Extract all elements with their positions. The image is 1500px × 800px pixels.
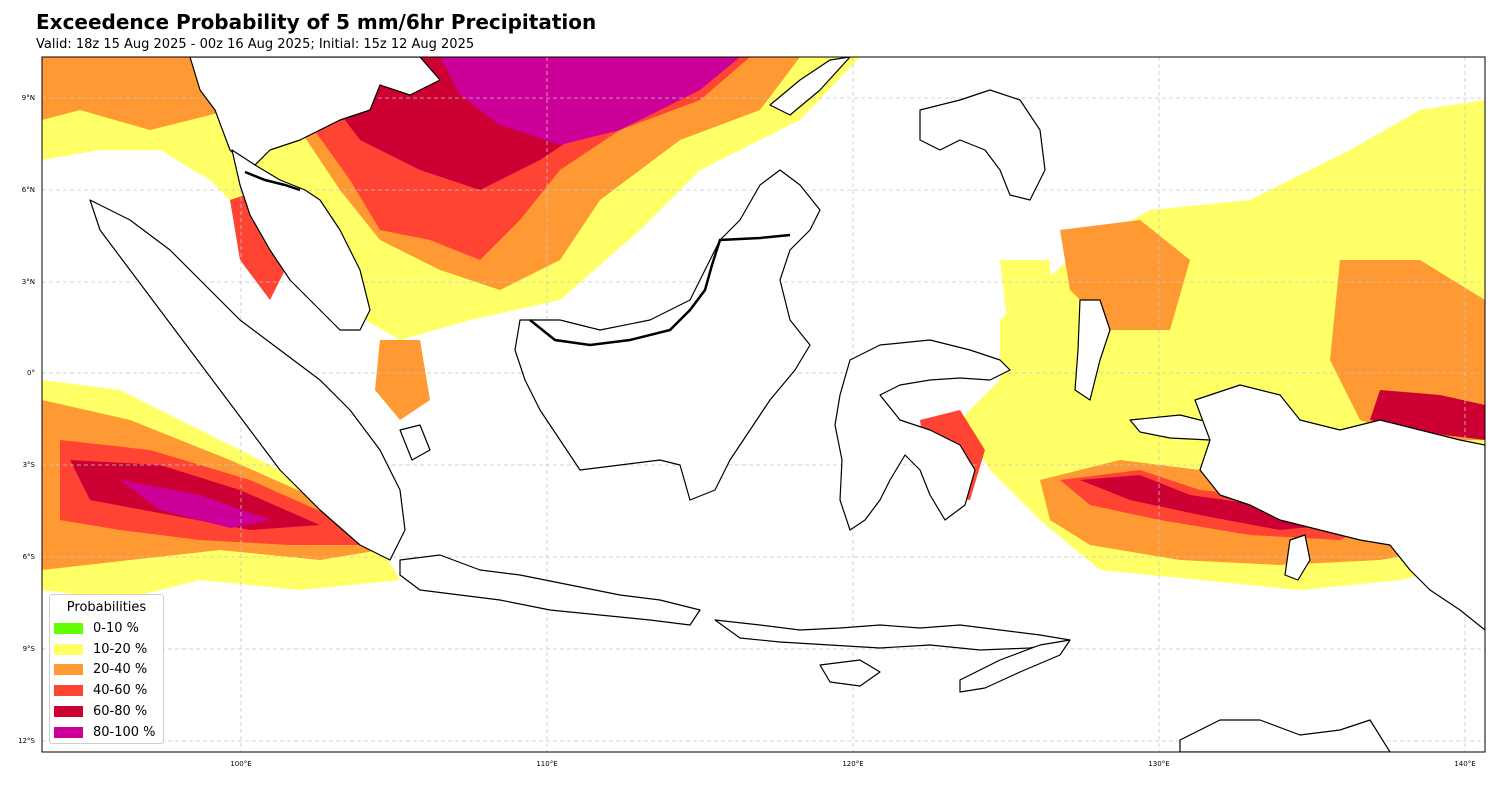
legend-swatch [54,726,83,738]
map-content [42,57,1485,752]
lat-tick-label: 3°N [22,278,35,286]
land-aru [1284,534,1311,581]
shade-orange-sumatra-east [375,340,430,420]
land-sumba [819,659,881,687]
land-bangka [399,424,431,461]
shade-magenta-southwest [120,480,270,528]
legend-title: Probabilities [66,600,147,615]
lat-tick-label: 3°S [23,461,36,469]
land-borneo [514,169,821,501]
shade-orange-northeast [1330,260,1485,440]
legend-label: 40-60 % [93,683,148,699]
lat-tick-label: 6°S [23,553,36,561]
legend-item: 10-20 % [50,639,163,660]
legend-swatch [54,622,83,634]
lon-tick-label: 120°E [842,760,863,768]
lon-tick-label: 110°E [536,760,557,768]
lon-tick-label: 130°E [1148,760,1169,768]
legend-swatch [54,643,83,655]
legend-label: 60-80 % [93,704,148,720]
legend-item: 20-40 % [50,660,163,681]
chart-subtitle: Valid: 18z 15 Aug 2025 - 00z 16 Aug 2025… [36,37,475,52]
shade-red-malaya [230,190,290,300]
land-indochina [189,57,441,171]
land-lesser-sunda-1 [714,619,1071,651]
land-new-guinea [1194,384,1485,631]
map-frame [41,56,1486,753]
land-halmahera [1074,299,1111,401]
legend-label: 10-20 % [93,641,148,657]
land-australia-north [1179,719,1391,752]
lon-tick-labels: 100°E 110°E 120°E 130°E 140°E [230,760,1475,768]
land-java [399,554,701,626]
lat-tick-labels: 9°N 6°N 3°N 0° 3°S 6°S 9°S 12°S [18,94,35,745]
legend-label: 80-100 % [93,724,156,740]
shade-magenta-north [440,57,740,145]
legend-swatch [54,685,83,697]
lat-tick-label: 12°S [18,737,35,745]
land-palawan [769,57,851,116]
legend: Probabilities 0-10 % 10-20 % 20-40 % 40-… [49,594,164,744]
land-timor [959,639,1071,693]
legend-label: 20-40 % [93,662,148,678]
land-malay-peninsula [231,149,371,331]
lat-tick-label: 0° [27,369,35,377]
legend-swatch [54,664,83,676]
country-borders [244,170,791,347]
chart-title: Exceedence Probability of 5 mm/6hr Preci… [36,10,597,34]
border-malaysia-thailand [244,170,301,192]
legend-label: 0-10 % [93,620,139,636]
land-philippines-mindanao [919,89,1046,201]
shade-yellow-borneo-coast [1000,260,1050,345]
lat-tick-label: 6°N [22,186,35,194]
border-malaysia-indonesia-borneo [529,233,791,347]
lat-tick-label: 9°N [22,94,35,102]
legend-item: 0-10 % [50,618,163,639]
shade-crimson-northeast [1370,390,1485,440]
lon-tick-label: 100°E [230,760,251,768]
coastlines [89,57,1485,752]
legend-item: 60-80 % [50,701,163,722]
legend-item: 80-100 % [50,722,163,743]
land-sumatra [89,199,406,561]
lon-tick-label: 140°E [1454,760,1475,768]
shade-crimson-east [1080,475,1330,530]
lat-tick-label: 9°S [23,645,36,653]
land-sulawesi [834,339,1011,531]
legend-swatch [54,706,83,718]
legend-item: 40-60 % [50,680,163,701]
